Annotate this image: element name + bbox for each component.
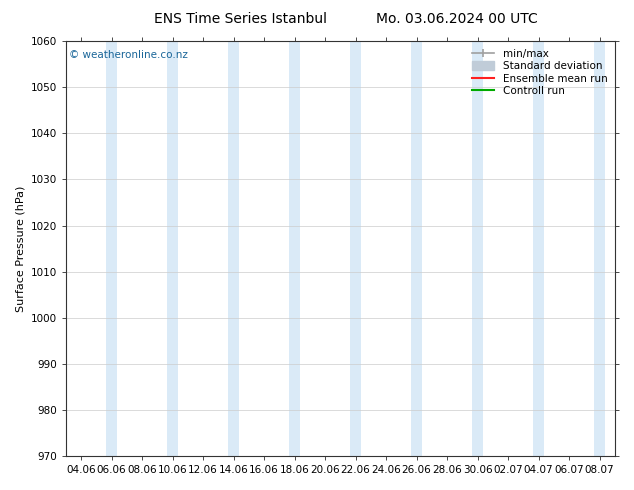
Bar — [411, 41, 422, 456]
Text: Mo. 03.06.2024 00 UTC: Mo. 03.06.2024 00 UTC — [375, 12, 538, 26]
Bar — [533, 41, 544, 456]
Bar — [228, 41, 239, 456]
Bar — [594, 41, 605, 456]
Bar — [167, 41, 178, 456]
Y-axis label: Surface Pressure (hPa): Surface Pressure (hPa) — [15, 185, 25, 312]
Bar — [289, 41, 300, 456]
Text: ENS Time Series Istanbul: ENS Time Series Istanbul — [155, 12, 327, 26]
Bar — [106, 41, 117, 456]
Text: © weatheronline.co.nz: © weatheronline.co.nz — [68, 49, 188, 59]
Legend: min/max, Standard deviation, Ensemble mean run, Controll run: min/max, Standard deviation, Ensemble me… — [469, 47, 610, 98]
Bar — [472, 41, 483, 456]
Bar — [350, 41, 361, 456]
